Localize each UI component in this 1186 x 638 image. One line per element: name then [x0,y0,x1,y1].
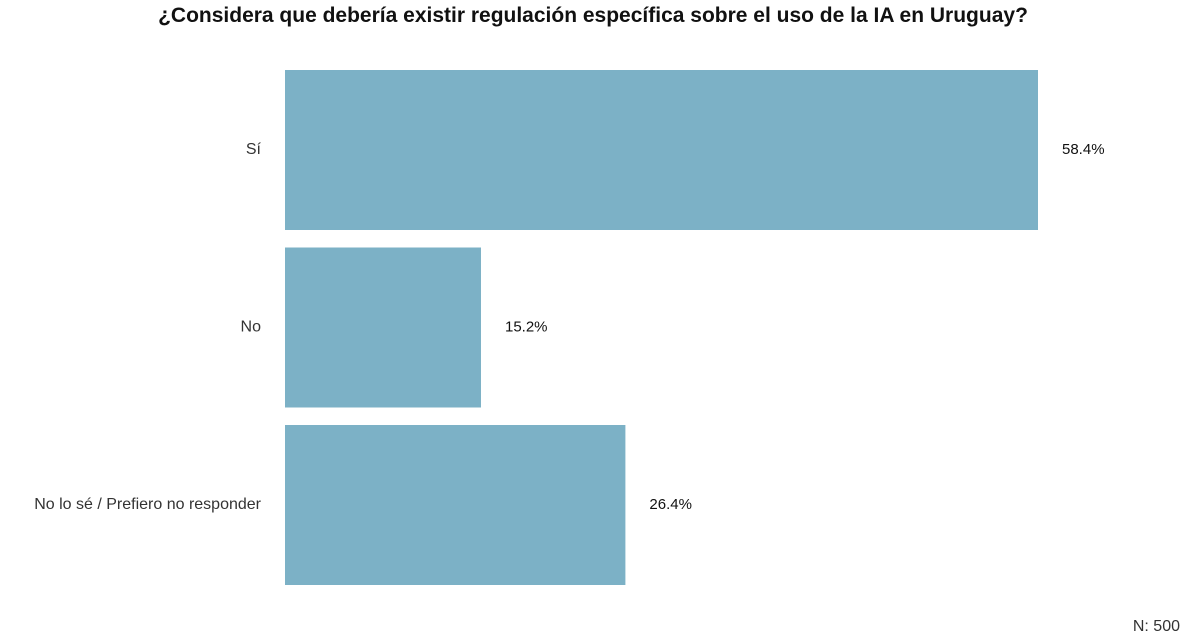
category-label: Sí [246,141,262,158]
category-label: No [241,319,262,336]
value-label: 58.4% [1062,141,1105,158]
value-label: 26.4% [649,496,692,513]
chart-title: ¿Considera que debería existir regulació… [158,4,1028,27]
sample-size-note: N: 500 [1132,618,1180,635]
bar-1 [285,247,481,408]
bar-0 [285,70,1038,230]
value-label: 15.2% [505,318,548,335]
category-label: No lo sé / Prefiero no responder [34,496,261,513]
bar-2 [285,425,626,585]
